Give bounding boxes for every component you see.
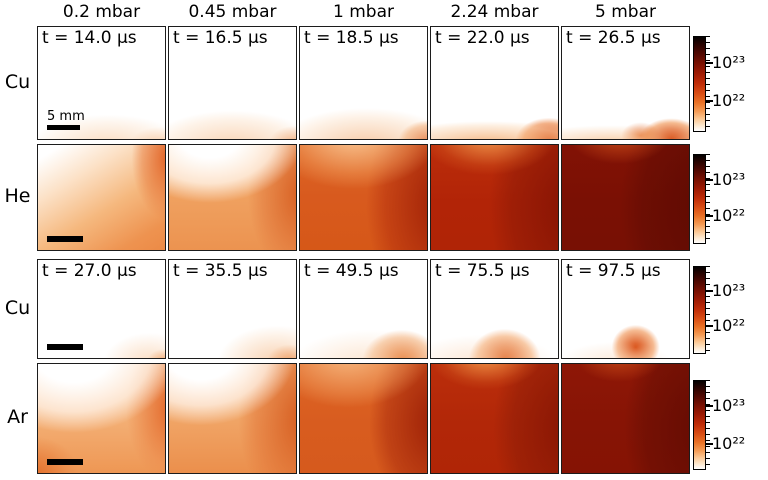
- scalebar: [47, 459, 83, 465]
- panel-row1-col2: t = 16.5 µs: [168, 26, 297, 140]
- panel-row2-col4: [430, 144, 559, 251]
- pressure-label: 1 mbar: [333, 2, 394, 22]
- colorbar-minor-ticks: [706, 380, 710, 470]
- panel-row2-col1: [37, 144, 166, 251]
- panel-row4-col2: [168, 363, 297, 474]
- time-label: t = 14.0 µs: [42, 28, 137, 48]
- panel-row4-col1: [37, 363, 166, 474]
- scalebar-label: 5 mm: [47, 109, 85, 124]
- colorbar-major-tick: [706, 62, 713, 64]
- pressure-label: 5 mbar: [595, 2, 656, 22]
- pressure-label: 0.2 mbar: [62, 2, 141, 22]
- panel-row1-col4: t = 22.0 µs: [430, 26, 559, 140]
- time-label: t = 75.5 µs: [435, 261, 530, 281]
- colorbar-row2: [693, 154, 706, 244]
- time-label: t = 22.0 µs: [435, 28, 530, 48]
- colorbar-major-tick: [706, 325, 713, 327]
- panel-row3-col2: t = 35.5 µs: [168, 259, 297, 359]
- colorbar-tick-label: 10²²: [712, 316, 746, 335]
- colorbar-tick-label: 10²³: [712, 281, 746, 300]
- colorbar-minor-ticks: [706, 266, 710, 354]
- time-label: t = 18.5 µs: [304, 28, 399, 48]
- colorbar-row4: [693, 380, 706, 470]
- row-label-he: He: [4, 185, 31, 207]
- colorbar-tick-label: 10²³: [712, 170, 746, 189]
- colorbar-tick-label: 10²³: [712, 53, 746, 72]
- panel-row1-col3: t = 18.5 µs: [299, 26, 428, 140]
- scalebar: [47, 236, 83, 242]
- panel-row3-col1: t = 27.0 µs: [37, 259, 166, 359]
- colorbar-minor-ticks: [706, 154, 710, 244]
- panel-row1-col5: t = 26.5 µs: [561, 26, 690, 140]
- panel-row2-col5: [561, 144, 690, 251]
- scalebar: [47, 344, 83, 350]
- pressure-label: 0.45 mbar: [188, 2, 277, 22]
- time-label: t = 49.5 µs: [304, 261, 399, 281]
- time-label: t = 16.5 µs: [173, 28, 268, 48]
- row-label-ar: Ar: [7, 406, 28, 428]
- time-label: t = 27.0 µs: [42, 261, 137, 281]
- colorbar-major-tick: [706, 100, 713, 102]
- colorbar-tick-label: 10²²: [712, 206, 746, 225]
- panel-row4-col5: [561, 363, 690, 474]
- colorbar-major-tick: [706, 290, 713, 292]
- colorbar-tick-label: 10²²: [712, 434, 746, 453]
- time-label: t = 35.5 µs: [173, 261, 268, 281]
- pressure-label: 2.24 mbar: [450, 2, 539, 22]
- colorbar-major-tick: [706, 215, 713, 217]
- time-label: t = 97.5 µs: [566, 261, 661, 281]
- colorbar-major-tick: [706, 179, 713, 181]
- colorbar-row1: [693, 36, 706, 132]
- panel-row3-col3: t = 49.5 µs: [299, 259, 428, 359]
- panel-row2-col3: [299, 144, 428, 251]
- colorbar-major-tick: [706, 405, 713, 407]
- panel-row3-col4: t = 75.5 µs: [430, 259, 559, 359]
- colorbar-tick-label: 10²³: [712, 396, 746, 415]
- scalebar: [47, 125, 80, 130]
- row-label-cu-bottom: Cu: [4, 297, 31, 319]
- colorbar-tick-label: 10²²: [712, 91, 746, 110]
- colorbar-row3: [693, 266, 706, 354]
- panel-row4-col3: [299, 363, 428, 474]
- time-label: t = 26.5 µs: [566, 28, 661, 48]
- panel-row1-col1: t = 14.0 µs 5 mm: [37, 26, 166, 140]
- colorbar-minor-ticks: [706, 36, 710, 132]
- panel-row3-col5: t = 97.5 µs: [561, 259, 690, 359]
- colorbar-major-tick: [706, 443, 713, 445]
- panel-row4-col4: [430, 363, 559, 474]
- row-label-cu-top: Cu: [4, 71, 31, 93]
- panel-row2-col2: [168, 144, 297, 251]
